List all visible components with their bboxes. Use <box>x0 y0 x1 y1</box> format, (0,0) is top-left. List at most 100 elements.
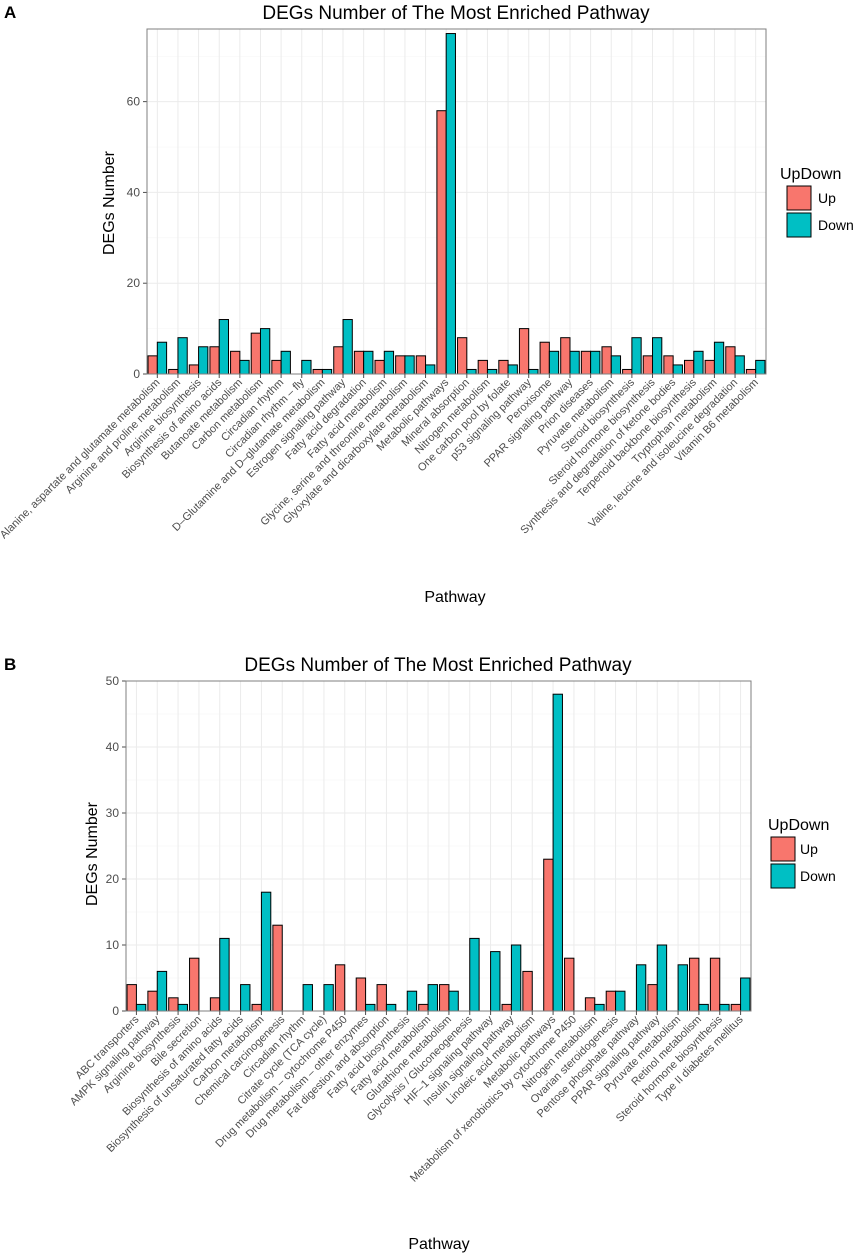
chart-a-bar-down <box>342 319 353 375</box>
chart-a-bar-up <box>539 341 550 375</box>
chart-b-legend-swatch-up <box>770 836 796 862</box>
panel-label-a: A <box>4 3 16 22</box>
chart-b-bar-up <box>251 1003 262 1012</box>
chart-a-bar-up <box>188 364 200 375</box>
chart-b-bar-up <box>501 1003 512 1012</box>
chart-b-bar-down <box>219 937 230 1012</box>
chart-b-legend: UpDown Up Down <box>768 817 836 889</box>
chart-b-bar-down <box>323 984 334 1012</box>
chart-a-title: DEGs Number of The Most Enriched Pathway <box>262 3 650 24</box>
chart-a-bar-down <box>631 337 642 375</box>
chart-b-legend-label-up: Up <box>800 841 818 857</box>
chart-b-bar-up <box>522 970 533 1012</box>
chart-a-bar-up <box>436 110 447 375</box>
chart-a-bar-up <box>374 359 385 375</box>
chart-b-bar-up <box>376 984 387 1012</box>
chart-b-y-tick-label: 20 <box>106 872 120 886</box>
chart-a-plot-background <box>146 28 767 375</box>
chart-b-bar-down <box>302 984 313 1012</box>
chart-a-bar-up <box>312 368 323 375</box>
chart-a-bar-down <box>755 359 766 375</box>
chart-a-bar-down <box>590 350 601 375</box>
chart-b-bar-down <box>365 1003 376 1012</box>
chart-a-bar-down <box>404 355 415 375</box>
chart-a-bar-down <box>363 350 374 375</box>
chart-a-bar-up <box>745 368 757 375</box>
chart-a-bar-down <box>734 355 745 375</box>
chart-a-bar-up <box>250 332 261 375</box>
chart-b-y-tick-label: 40 <box>106 740 120 754</box>
chart-a-bar-down <box>383 350 395 375</box>
panel-label-b: B <box>4 655 16 674</box>
chart-a-y-tick-label: 20 <box>127 276 141 290</box>
chart-a-bar-down <box>672 364 683 375</box>
chart-b-bar-down <box>156 970 168 1012</box>
chart-b-bar-down <box>677 964 688 1012</box>
chart-b-bar-down <box>740 977 751 1012</box>
chart-a-bar-up <box>477 359 488 375</box>
chart-a-bar-down <box>198 346 209 375</box>
chart-a-y-axis-title: DEGs Number <box>101 150 118 255</box>
chart-a-bar-down <box>321 368 333 375</box>
chart-a-bar-down <box>713 341 725 375</box>
chart-b-bar-up <box>439 984 450 1012</box>
chart-a-bar-up <box>663 355 674 375</box>
chart-b-bar-down <box>719 1003 730 1012</box>
chart-b-bar-up <box>189 957 200 1012</box>
chart-b-bar-up <box>355 977 367 1012</box>
chart-a-legend-swatch-up <box>786 185 812 211</box>
chart-a-legend-swatch-down <box>786 212 812 238</box>
chart-b-bar-down <box>469 937 480 1012</box>
chart-b-bar-up <box>272 924 283 1012</box>
chart-a-legend-title: UpDown <box>780 166 841 183</box>
chart-a-bar-up <box>230 350 241 375</box>
chart-a-bar-down <box>652 337 663 375</box>
chart-a-y-tick-label: 40 <box>127 185 141 199</box>
chart-a-bar-down <box>218 319 230 375</box>
chart-b-bar-up <box>605 990 617 1012</box>
chart-b-bar-up <box>709 957 721 1012</box>
chart-a-bar-down <box>610 355 622 375</box>
chart-b-legend-swatch-down <box>770 863 796 889</box>
chart-b-bar-down <box>260 891 272 1012</box>
chart-b-bar-down <box>594 1003 605 1012</box>
chart-a-y-tick-label: 0 <box>133 367 140 381</box>
chart-a-bar-up <box>333 346 344 375</box>
chart-b-bar-down <box>635 964 647 1012</box>
chart-b-bar-up <box>584 997 596 1012</box>
chart-b-bar-down <box>177 1003 188 1012</box>
chart-b-bar-down <box>135 1003 147 1012</box>
chart-a-bar-down <box>569 350 580 375</box>
chart-b-bar-up <box>730 1003 742 1012</box>
chart-b-bar-up <box>334 964 346 1012</box>
chart-b-bar-down <box>698 1003 709 1012</box>
chart-a-bar-up <box>168 368 179 375</box>
chart-b-bar-down <box>240 984 251 1012</box>
chart-b-legend-label-down: Down <box>800 868 836 884</box>
chart-b-bar-down <box>490 951 501 1012</box>
chart-b-bar-up <box>126 984 137 1012</box>
chart-a-bar-up <box>560 337 571 375</box>
chart-a-legend-label-down: Down <box>818 217 854 233</box>
chart-a-bar-up <box>683 359 695 375</box>
chart-a-bar-up <box>271 359 282 375</box>
chart-a-bar-up <box>457 337 468 375</box>
chart-b-y-tick-label: 0 <box>112 1004 119 1018</box>
chart-b-y-tick-label: 30 <box>106 806 120 820</box>
chart-b-bar-down <box>427 984 438 1012</box>
chart-b-bar-down <box>552 693 563 1012</box>
chart-a-bar-up <box>147 355 158 375</box>
chart-b-x-axis-title: Pathway <box>408 1236 469 1253</box>
chart-b-bar-up <box>209 997 221 1012</box>
chart-a-plot-border <box>146 28 767 375</box>
chart-b-legend-title: UpDown <box>768 817 829 834</box>
chart-a-bar-up <box>642 355 654 375</box>
chart-b-bar-down <box>510 944 522 1012</box>
chart-a-bar-up <box>580 350 592 375</box>
chart-a-bar-up <box>601 346 612 375</box>
chart-a-bar-up <box>518 328 530 375</box>
chart-a-bar-down <box>425 364 436 375</box>
chart-a-bar-down <box>507 364 518 375</box>
